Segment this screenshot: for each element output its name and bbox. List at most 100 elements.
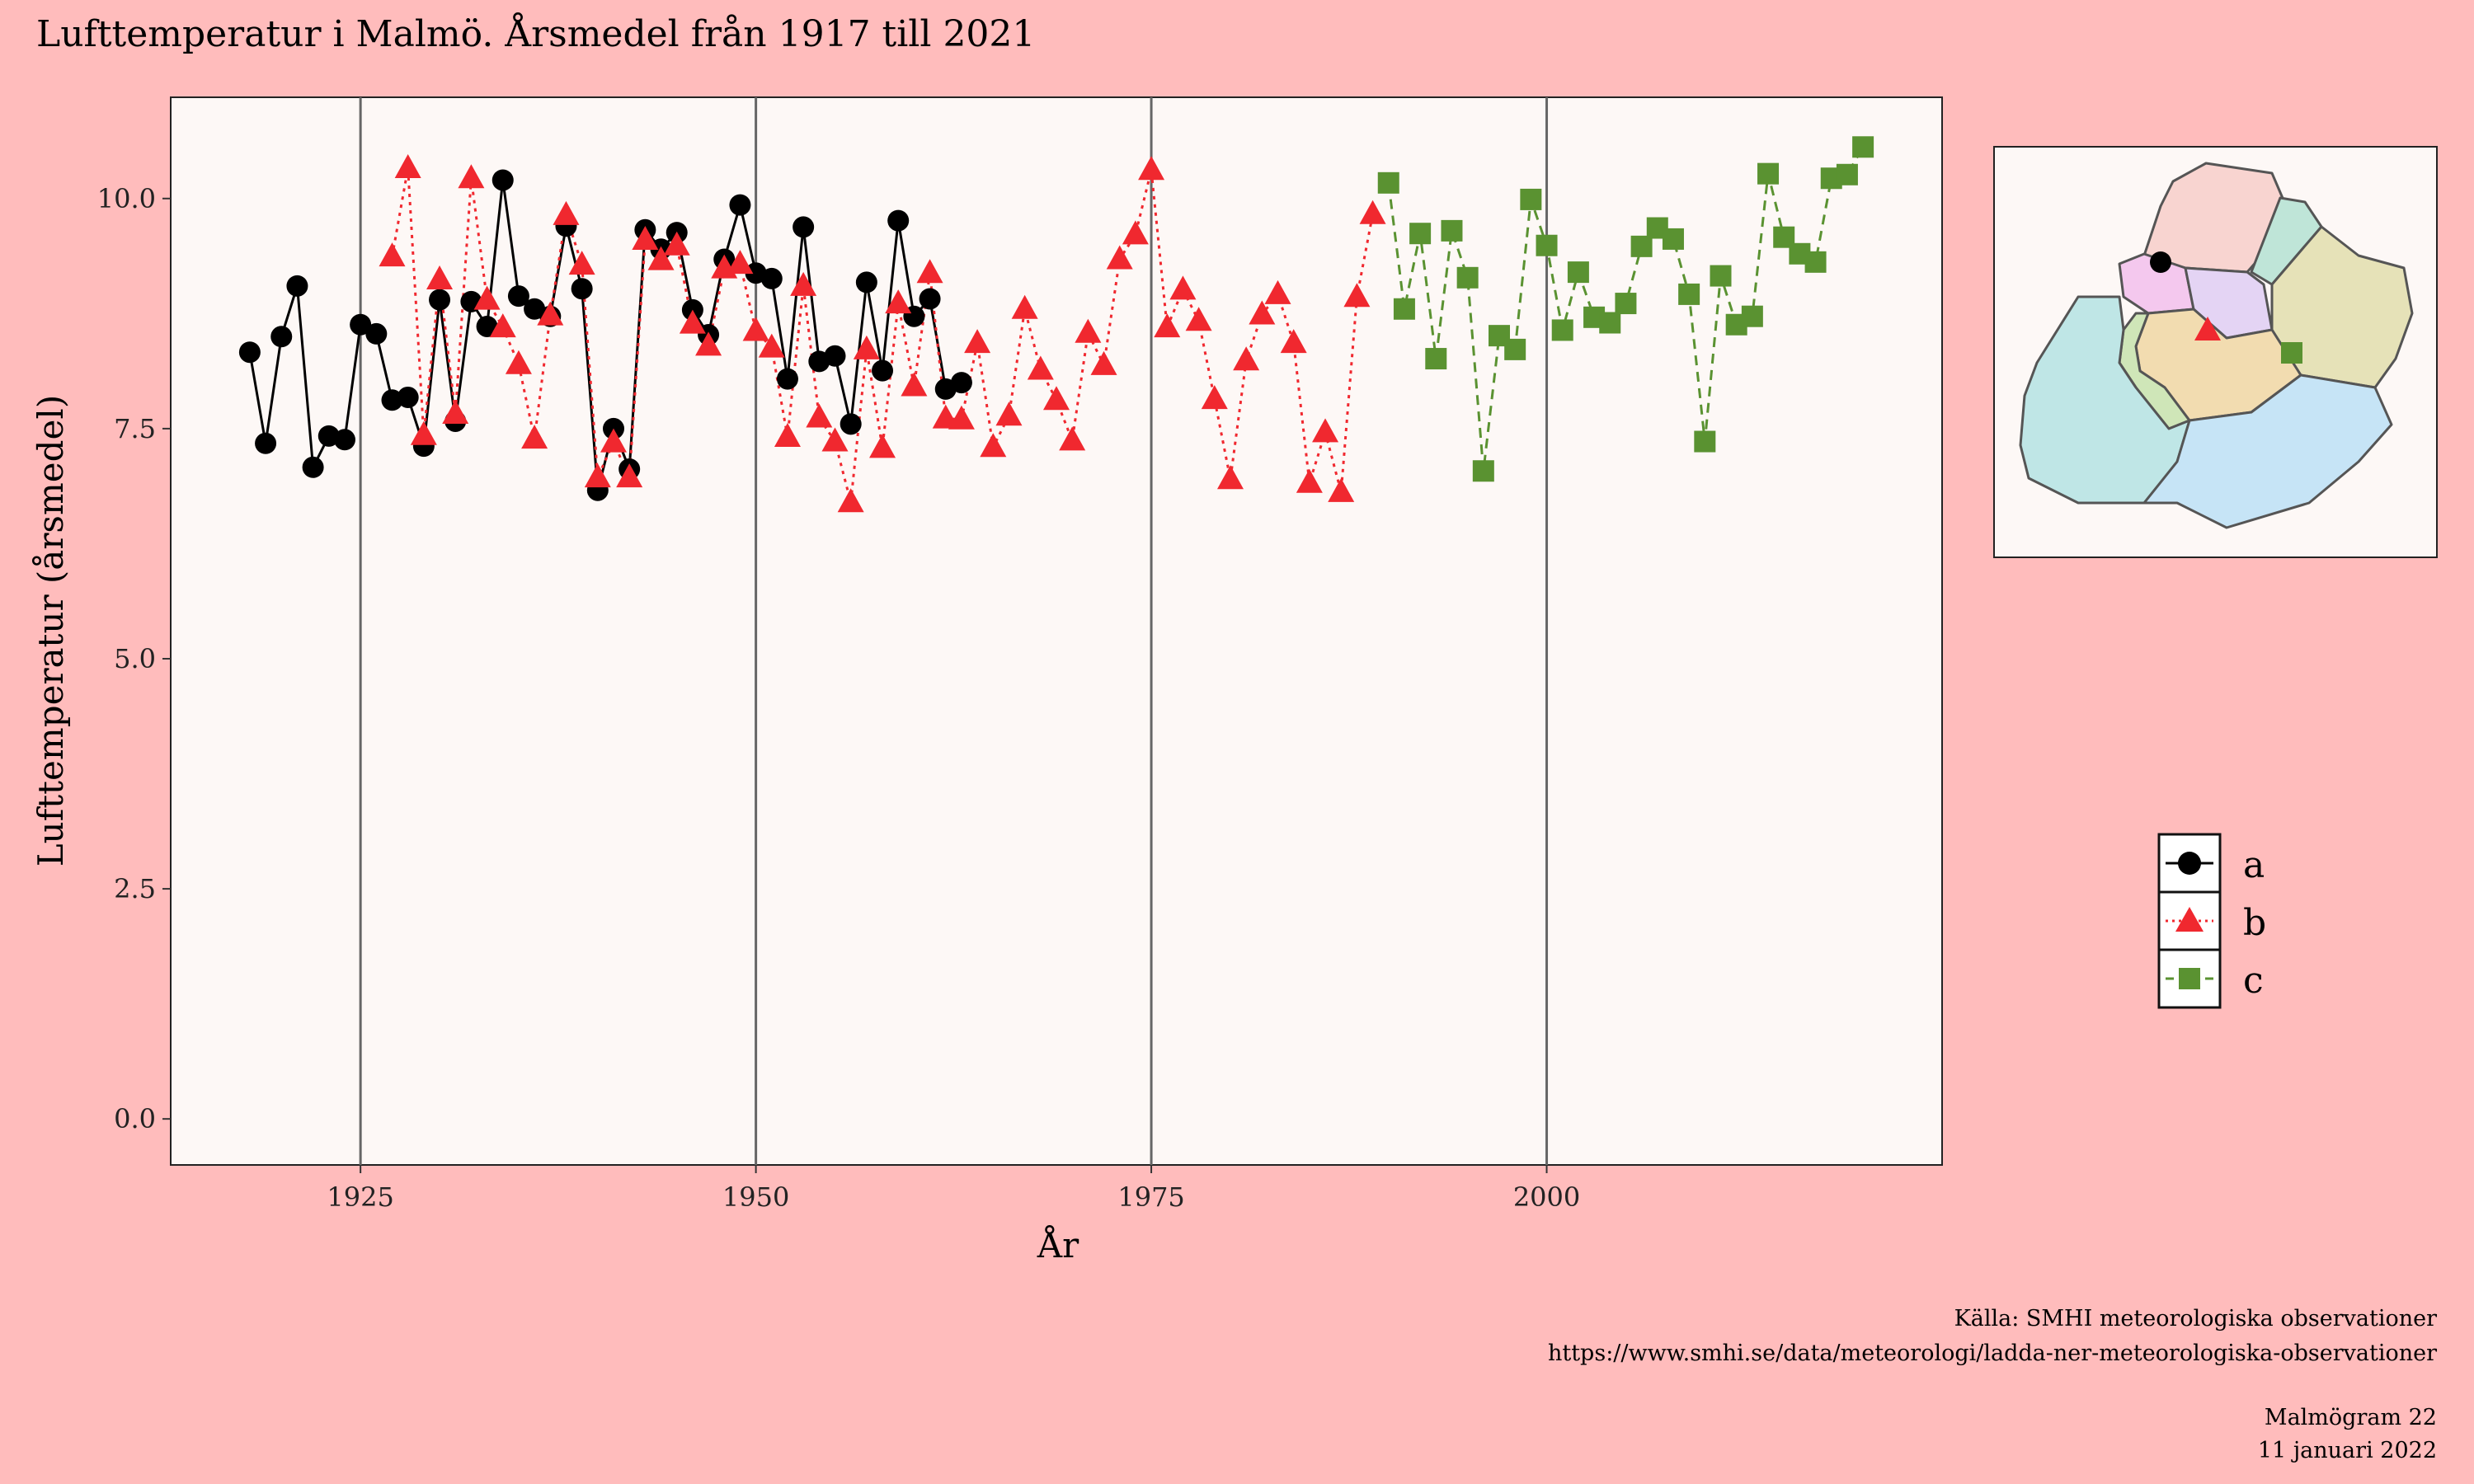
- data-point-a: [302, 456, 324, 478]
- data-point-c: [1599, 312, 1621, 334]
- caption-url: https://www.smhi.se/data/meteorologi/lad…: [1548, 1341, 2437, 1366]
- data-point-a: [492, 169, 514, 191]
- y-axis-title: Lufttemperatur (årsmedel): [31, 395, 71, 866]
- legend-marker-b: [2175, 907, 2204, 932]
- data-point-b: [885, 289, 912, 314]
- data-point-b: [1201, 385, 1228, 410]
- data-point-b: [1059, 426, 1086, 451]
- legend-label-b: b: [2243, 902, 2266, 944]
- caption-date: 11 januari 2022: [2258, 1438, 2437, 1463]
- data-point-b: [426, 265, 454, 290]
- chart-title: Lufttemperatur i Malmö. Årsmedel från 19…: [36, 12, 1035, 55]
- data-point-a: [824, 345, 846, 367]
- data-point-c: [1741, 305, 1763, 327]
- data-point-a: [333, 429, 355, 451]
- y-tick-label: 5.0: [114, 643, 156, 674]
- data-point-a: [397, 386, 419, 408]
- data-point-b: [1249, 300, 1276, 325]
- data-point-a: [238, 341, 261, 364]
- data-point-a: [919, 288, 941, 310]
- data-point-b: [964, 329, 991, 354]
- data-point-b: [600, 428, 627, 453]
- data-point-a: [950, 372, 972, 394]
- data-point-b: [727, 250, 754, 275]
- data-point-b: [473, 285, 501, 310]
- data-point-c: [1757, 162, 1780, 185]
- data-point-b: [1280, 329, 1307, 354]
- x-tick-label: 1975: [1117, 1181, 1184, 1213]
- plot-panel: [170, 96, 1943, 1166]
- inset-map: [1993, 146, 2438, 558]
- data-point-b: [1233, 346, 1260, 371]
- data-point-a: [270, 326, 293, 348]
- y-axis: 0.0 2.5 5.0 7.5 10.0: [97, 183, 171, 1134]
- legend-marker-a: [2178, 852, 2201, 875]
- data-point-b: [853, 335, 880, 359]
- data-point-b: [821, 427, 849, 452]
- data-point-c: [1425, 348, 1447, 370]
- data-point-b: [1264, 279, 1291, 304]
- data-point-b: [758, 333, 785, 358]
- data-point-b: [1043, 386, 1070, 411]
- data-point-c: [1377, 171, 1399, 194]
- data-point-c: [1504, 338, 1526, 360]
- data-point-c: [1630, 235, 1653, 257]
- map-marker-a: [2150, 251, 2171, 273]
- data-point-c: [1567, 261, 1589, 284]
- data-point-c: [1520, 188, 1542, 210]
- x-axis: 1925 1950 1975 2000: [327, 1165, 1580, 1213]
- data-point-b: [1027, 355, 1054, 380]
- data-point-b: [695, 331, 722, 356]
- data-point-c: [1836, 163, 1858, 186]
- data-point-b: [790, 271, 817, 296]
- data-point-a: [776, 368, 798, 390]
- data-point-c: [1409, 223, 1432, 245]
- data-point-a: [760, 267, 783, 289]
- series-line-b: [391, 167, 1375, 504]
- data-point-b: [521, 425, 548, 449]
- data-point-b: [568, 251, 595, 275]
- data-point-b: [1312, 418, 1339, 443]
- data-point-b: [616, 463, 643, 488]
- y-tick-label: 10.0: [97, 183, 156, 214]
- legend-item-b: b: [2157, 890, 2266, 951]
- data-point-b: [1154, 313, 1181, 338]
- data-point-c: [1551, 319, 1573, 341]
- y-tick-label: 2.5: [114, 873, 156, 904]
- data-point-a: [887, 209, 910, 232]
- data-point-b: [553, 200, 580, 225]
- data-point-b: [1138, 156, 1165, 181]
- data-point-b: [742, 317, 769, 341]
- data-point-c: [1441, 219, 1463, 242]
- data-point-c: [1678, 283, 1700, 305]
- data-point-a: [507, 285, 529, 308]
- legend-item-c: c: [2157, 948, 2264, 1009]
- legend: a b c: [2157, 833, 2266, 1009]
- x-tick-label: 1925: [327, 1181, 393, 1213]
- data-point-a: [286, 275, 308, 297]
- data-point-c: [1694, 430, 1716, 453]
- data-point-a: [571, 278, 593, 300]
- data-point-a: [429, 289, 451, 311]
- data-point-b: [837, 488, 864, 513]
- data-point-b: [995, 402, 1023, 426]
- data-point-b: [1169, 275, 1197, 300]
- data-point-b: [1185, 307, 1212, 331]
- data-point-b: [679, 309, 706, 334]
- x-tick-label: 1950: [722, 1181, 789, 1213]
- y-tick-label: 7.5: [114, 413, 156, 444]
- data-point-c: [1804, 251, 1827, 273]
- x-axis-title: År: [1037, 1224, 1079, 1266]
- data-point-a: [365, 322, 388, 345]
- data-point-a: [381, 389, 403, 411]
- data-point-a: [255, 432, 277, 454]
- data-point-a: [793, 216, 815, 238]
- data-point-b: [537, 301, 564, 326]
- map-marker-b: [2194, 317, 2221, 340]
- data-point-b: [632, 226, 659, 251]
- data-point-b: [774, 422, 801, 447]
- data-point-b: [442, 400, 469, 425]
- data-point-b: [505, 350, 532, 374]
- data-point-a: [872, 359, 894, 382]
